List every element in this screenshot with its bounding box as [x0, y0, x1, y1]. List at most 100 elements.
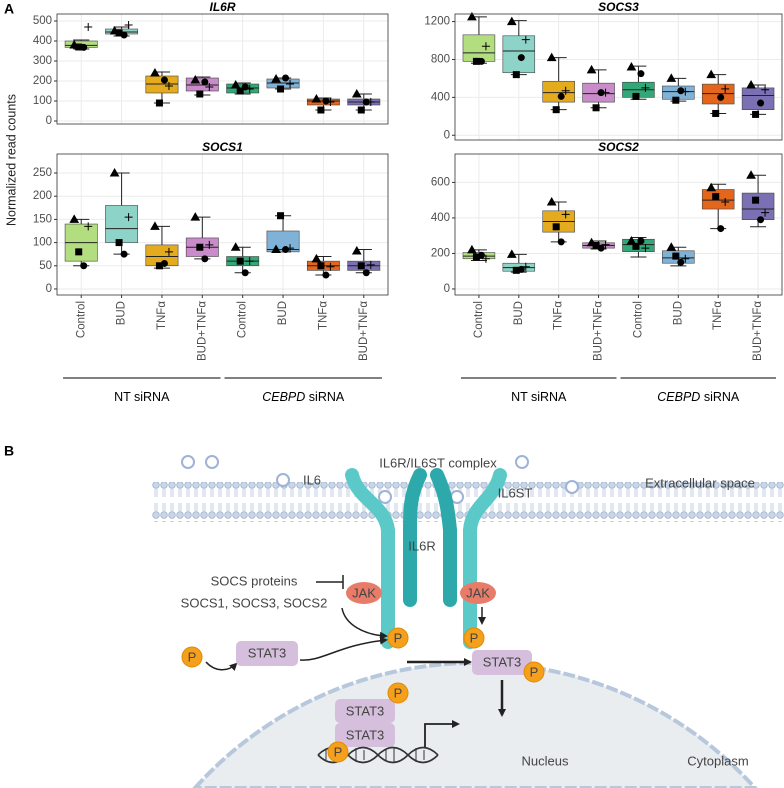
x-tick-label: TNFα — [553, 301, 565, 330]
group-name: NT siRNA — [511, 390, 567, 404]
y-tick-label: 200 — [431, 247, 450, 259]
plot-border — [56, 13, 389, 125]
point — [311, 93, 322, 103]
point — [477, 251, 485, 259]
point — [632, 242, 640, 250]
y-tick-label: 0 — [46, 283, 52, 295]
y-tick-label: 1200 — [424, 16, 450, 28]
phosphate-label: P — [188, 649, 197, 664]
point — [326, 98, 335, 106]
point — [190, 74, 201, 84]
x-tick-label: BUD+TNFα — [593, 301, 605, 361]
box-chart: 0 400 800 1200 SOCS3 — [424, 0, 783, 141]
jak-label: JAK — [466, 585, 490, 600]
chart-title: SOCS1 — [202, 140, 243, 154]
point — [521, 35, 530, 44]
group-name: NT siRNA — [114, 390, 170, 404]
point — [467, 244, 477, 254]
receptors — [345, 468, 507, 649]
arrows — [205, 607, 506, 748]
y-tick-label: 300 — [33, 55, 52, 67]
point — [311, 253, 322, 263]
point — [517, 265, 525, 273]
point — [241, 269, 249, 277]
point — [641, 83, 650, 92]
point — [236, 87, 244, 95]
point — [746, 80, 756, 89]
point — [120, 250, 128, 258]
y-tick-label: 200 — [33, 75, 52, 87]
y-tick-label: 400 — [431, 91, 450, 103]
point — [706, 69, 717, 79]
point — [201, 78, 209, 86]
stat3-label: STAT3 — [346, 727, 385, 742]
y-tick-label: 400 — [33, 35, 52, 47]
point — [150, 221, 160, 230]
point — [481, 42, 490, 51]
point — [160, 76, 168, 84]
point — [230, 79, 241, 89]
point — [286, 80, 295, 88]
panel-label: B — [4, 443, 14, 459]
plot-background — [455, 154, 782, 295]
y-tick-label: 150 — [33, 213, 52, 225]
x-tick-label: BUD+TNFα — [752, 301, 764, 361]
point — [601, 240, 610, 249]
point — [706, 182, 717, 192]
point — [351, 245, 362, 255]
box-chart: 0 100 200 300 400 500 IL6R — [33, 0, 389, 127]
point — [362, 269, 370, 277]
extracellular-label: Extracellular space — [645, 475, 755, 490]
point — [160, 259, 168, 267]
il6r-label: IL6R — [408, 538, 435, 553]
point — [717, 225, 725, 233]
point — [681, 254, 690, 263]
point — [190, 212, 201, 221]
point — [271, 73, 281, 83]
x-tick-label: Control — [473, 301, 485, 338]
point — [632, 92, 640, 100]
chart-title: IL6R — [209, 0, 235, 14]
point — [626, 62, 637, 71]
point — [205, 83, 214, 91]
point — [366, 260, 375, 269]
x-tick-label: Control — [75, 301, 87, 338]
y-tick-label: 0 — [46, 115, 52, 127]
complex-label: IL6R/IL6ST complex — [379, 455, 497, 470]
plot-border — [454, 153, 783, 296]
point — [626, 236, 637, 245]
point — [317, 262, 325, 270]
point — [641, 244, 650, 253]
y-tick-label: 200 — [33, 190, 52, 202]
x-tick-label: BUD+TNFα — [196, 301, 208, 361]
y-tick-label: 100 — [33, 237, 52, 249]
y-tick-label: 800 — [431, 54, 450, 66]
point — [245, 85, 254, 93]
phosphate-label: P — [470, 630, 479, 645]
point — [592, 104, 600, 112]
point — [115, 239, 123, 247]
stat3-boxes — [236, 641, 532, 747]
point — [521, 262, 530, 271]
point — [351, 88, 362, 98]
point — [561, 210, 570, 219]
point — [75, 248, 83, 256]
point — [552, 223, 560, 231]
point — [712, 109, 720, 117]
panel-label: A — [4, 1, 14, 17]
group-label: NT siRNA — [114, 390, 170, 404]
inhibition — [316, 575, 344, 589]
y-tick-label: 400 — [431, 212, 450, 224]
x-tick-label: TNFα — [317, 301, 329, 330]
group-name: siRNA — [309, 390, 345, 404]
phosphate-label: P — [530, 664, 539, 679]
point — [120, 31, 128, 39]
point — [322, 97, 330, 105]
box-chart: 0 200 400 600 SOCS2 Control BUD TNFα BUD+TNFα Con… — [431, 140, 783, 404]
point — [84, 23, 93, 31]
y-tick-label: 50 — [39, 260, 52, 272]
y-tick-label: 100 — [33, 95, 52, 107]
jak — [460, 582, 496, 604]
x-tick-label: BUD+TNFα — [358, 301, 370, 361]
